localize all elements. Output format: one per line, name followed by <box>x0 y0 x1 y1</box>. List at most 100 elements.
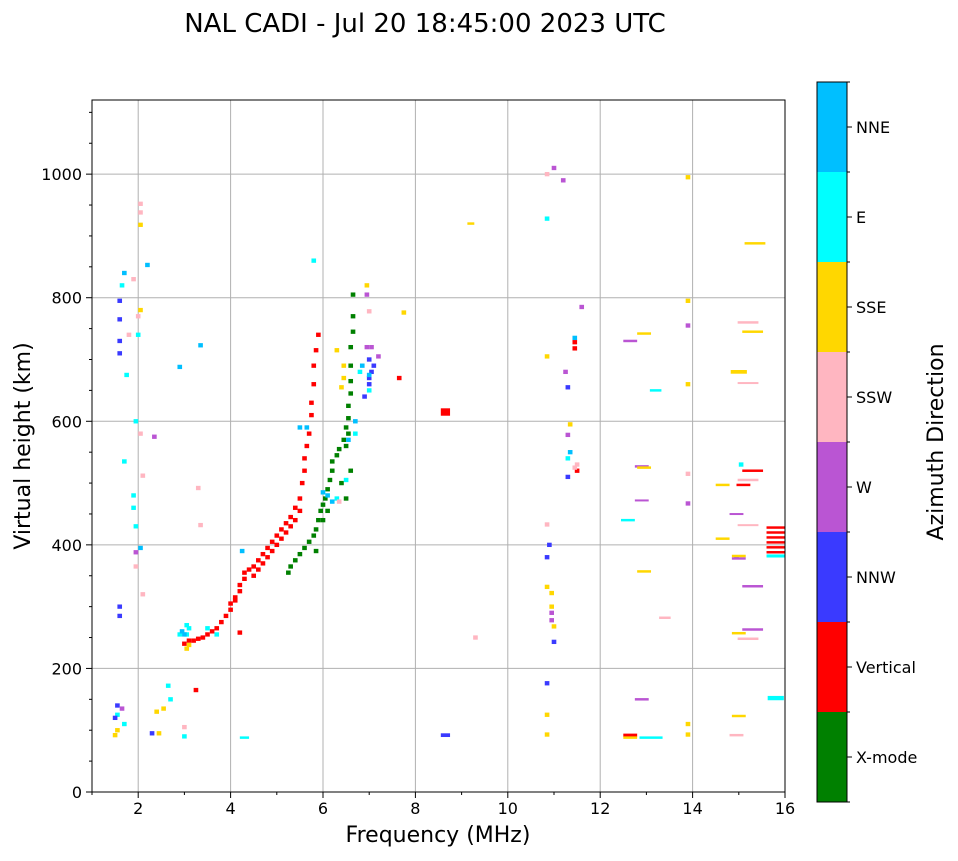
data-point-vertical <box>292 505 298 510</box>
data-point-ssw <box>133 564 139 569</box>
chart-title: NAL CADI - Jul 20 18:45:00 2023 UTC <box>184 9 666 39</box>
data-point-sse <box>637 570 652 573</box>
data-point-sse <box>730 370 747 374</box>
data-point-sse <box>715 537 730 540</box>
data-point-sse <box>742 330 764 333</box>
data-point-x-mode <box>343 425 349 430</box>
data-point-sse <box>544 712 550 717</box>
x-tick-label: 6 <box>318 799 328 818</box>
data-point-vertical <box>237 589 243 594</box>
data-point-nnw <box>149 731 155 736</box>
data-point-nne <box>346 437 351 442</box>
data-point-vertical <box>302 468 307 473</box>
data-point-vertical <box>274 542 280 548</box>
x-tick-label: 12 <box>590 799 610 818</box>
data-point-sse <box>115 728 120 733</box>
data-point-w <box>376 354 381 359</box>
data-point-x-mode <box>320 517 326 523</box>
data-point-vertical <box>214 626 220 631</box>
data-point-w <box>152 434 157 439</box>
data-point-vertical <box>256 558 261 563</box>
data-point-x-mode <box>348 378 354 384</box>
data-point-vertical <box>766 526 785 529</box>
data-point-e <box>620 518 635 522</box>
data-point-nnw <box>362 394 367 399</box>
data-point-vertical <box>572 346 578 351</box>
data-point-sse <box>551 624 557 629</box>
data-point-w <box>560 178 566 183</box>
data-point-e <box>766 554 785 558</box>
data-point-nne <box>122 270 127 276</box>
data-point-x-mode <box>350 314 356 319</box>
data-point-e <box>177 632 183 637</box>
colorbar-tick-label: NNE <box>856 118 890 137</box>
data-point-nne <box>325 493 330 498</box>
data-point-x-mode <box>348 344 354 350</box>
colorbar-band-vertical <box>817 622 847 712</box>
data-point-nnw <box>544 555 550 560</box>
data-point-sse <box>544 732 550 737</box>
data-point-w <box>364 344 370 350</box>
data-point-w <box>729 513 744 516</box>
data-point-x-mode <box>343 443 349 449</box>
data-point-sse <box>685 298 691 303</box>
colorbar-band-ssw <box>817 352 847 442</box>
data-point-vertical <box>766 531 785 534</box>
data-point-vertical <box>297 496 303 501</box>
data-point-vertical <box>269 548 275 554</box>
y-tick-label: 400 <box>51 536 82 555</box>
data-point-nne <box>145 262 150 268</box>
data-point-ssw <box>131 277 136 282</box>
data-point-x-mode <box>336 446 342 452</box>
data-point-x-mode <box>346 403 351 409</box>
data-point-x-mode <box>348 391 354 396</box>
data-point-nnw <box>565 385 571 390</box>
colorbar-band-nne <box>817 82 847 172</box>
x-tick-label: 2 <box>133 799 143 818</box>
data-point-sse <box>567 422 573 427</box>
data-point-ssw <box>198 522 203 528</box>
colorbar-band-e <box>817 172 847 262</box>
data-point-ssw <box>195 485 201 491</box>
data-point-vertical <box>283 521 289 526</box>
data-point-sse <box>341 375 347 381</box>
data-point-sse <box>637 466 652 469</box>
data-point-x-mode <box>341 437 347 442</box>
data-point-sse <box>637 332 652 335</box>
colorbar-tick-label: X-mode <box>856 748 917 767</box>
data-point-nnw <box>547 542 552 548</box>
data-point-vertical <box>265 555 270 560</box>
data-point-vertical <box>237 630 243 635</box>
data-point-nne <box>359 363 365 368</box>
data-point-nne <box>138 545 143 551</box>
data-point-e <box>115 712 120 717</box>
data-point-vertical <box>274 533 280 538</box>
data-point-e <box>357 369 363 375</box>
data-point-x-mode <box>286 570 291 575</box>
data-point-vertical <box>574 468 580 473</box>
data-point-nnw <box>544 681 550 686</box>
data-point-vertical <box>766 541 785 544</box>
data-point-vertical <box>288 524 293 529</box>
data-point-sse <box>364 283 370 288</box>
data-point-vertical <box>440 408 451 416</box>
y-tick-label: 800 <box>51 289 82 308</box>
data-point-e <box>133 419 139 424</box>
data-point-ssw <box>737 637 759 641</box>
data-point-x-mode <box>339 480 344 486</box>
data-point-vertical <box>260 561 266 566</box>
data-point-e <box>131 493 136 498</box>
data-point-sse <box>685 382 691 387</box>
data-point-nne <box>567 450 573 455</box>
data-point-nnw <box>117 351 123 356</box>
data-point-x-mode <box>350 292 356 297</box>
data-point-w <box>133 550 139 555</box>
y-axis-label: Virtual height (km) <box>11 342 36 549</box>
data-point-nnw <box>551 639 557 645</box>
data-point-sse <box>744 242 766 245</box>
data-point-w <box>579 304 585 310</box>
data-point-x-mode <box>329 468 335 473</box>
data-point-ssw <box>140 473 146 478</box>
data-point-x-mode <box>325 487 330 492</box>
data-point-sse <box>549 604 554 609</box>
